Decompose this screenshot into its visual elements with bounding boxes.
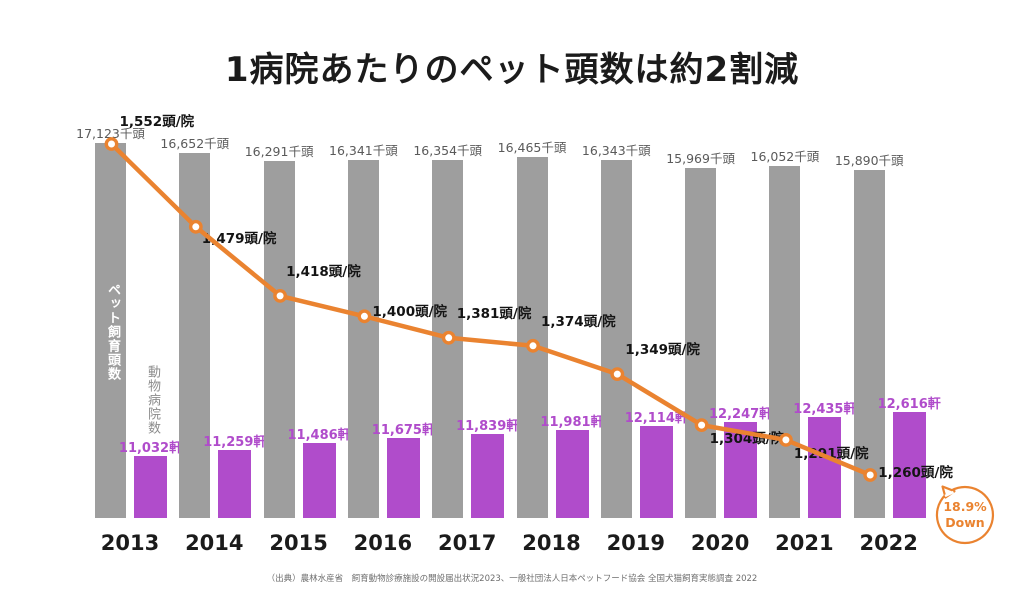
bar-label-pet-population-2020: 15,969千頭 (666, 151, 735, 166)
line-label-pets-per-clinic-2014: 1,479頭/院 (201, 230, 277, 247)
x-axis-tick-2013: 2013 (100, 531, 160, 555)
line-label-pets-per-clinic-2021: 1,291頭/院 (793, 445, 869, 462)
x-axis-tick-2020: 2020 (690, 531, 750, 555)
bar-label-clinic-count-2022: 12,616軒 (877, 397, 941, 412)
bar-label-pet-population-2017: 16,354千頭 (413, 143, 483, 158)
bar-label-pet-population-2021: 16,052千頭 (750, 149, 820, 164)
line-label-pets-per-clinic-2013: 1,552頭/院 (119, 114, 195, 130)
x-axis-tick-2019: 2019 (606, 531, 666, 555)
badge-caption: Down (945, 515, 985, 530)
bar-pet-population-2018 (516, 157, 548, 518)
x-axis-tick-2022: 2022 (859, 531, 918, 555)
bar-label-pet-population-2019: 16,343千頭 (581, 143, 651, 158)
bar-pet-population-2016 (347, 160, 379, 518)
bar-pet-population-2021 (769, 166, 801, 518)
bar-clinic-count-2022 (892, 412, 926, 518)
line-label-pets-per-clinic-2017: 1,381頭/院 (456, 305, 532, 322)
bar-label-pet-population-2015: 16,291千頭 (244, 144, 314, 159)
series-label-pet-population: ペット飼育頭数 (104, 283, 120, 381)
line-label-pets-per-clinic-2020: 1,304頭/院 (709, 431, 785, 448)
line-label-pets-per-clinic-2015: 1,418頭/院 (286, 263, 361, 280)
badge-text-group: 18.9% Down (931, 481, 999, 549)
bar-clinic-count-2021 (808, 417, 842, 518)
line-label-pets-per-clinic-2016: 1,400頭/院 (372, 304, 448, 321)
line-label-pets-per-clinic-2018: 1,374頭/院 (541, 313, 616, 330)
x-axis-tick-2017: 2017 (437, 531, 497, 555)
badge-value: 18.9% (943, 499, 987, 515)
x-axis-tick-2016: 2016 (353, 531, 413, 555)
x-axis-tick-2015: 2015 (269, 531, 328, 555)
bar-label-pet-population-2016: 16,341千頭 (329, 143, 398, 158)
source-note: （出典）農林水産省 飼育動物診療施設の開設届出状況2023、一般社団法人日本ペッ… (266, 574, 758, 584)
bar-label-pet-population-2022: 15,890千頭 (834, 153, 904, 168)
line-label-pets-per-clinic-2019: 1,349頭/院 (625, 342, 700, 359)
x-axis-tick-2021: 2021 (775, 531, 834, 555)
bar-label-pet-population-2014: 16,652千頭 (160, 136, 230, 151)
page-title: 1病院あたりのペット頭数は約2割減 (224, 50, 800, 90)
speech-bubble-icon (935, 485, 995, 545)
bar-pet-population-2014 (179, 153, 211, 518)
status-badge: 18.9% Down (931, 481, 999, 549)
line-label-pets-per-clinic-2022: 1,260頭/院 (878, 465, 953, 481)
x-axis-tick-2014: 2014 (185, 531, 244, 555)
series-label-clinic-count: 動物病院数 (144, 365, 160, 435)
bar-label-pet-population-2013: 17,123千頭 (76, 126, 145, 141)
bar-clinic-count-2015 (302, 443, 336, 518)
bar-clinic-count-2013 (134, 456, 167, 518)
bar-label-pet-population-2018: 16,465千頭 (497, 140, 567, 155)
x-axis-tick-2018: 2018 (522, 531, 581, 555)
bar-pet-population-2015 (263, 161, 295, 518)
bar-clinic-count-2019 (639, 426, 673, 518)
bar-pet-population-2017 (432, 160, 464, 518)
bar-clinic-count-2016 (386, 438, 420, 518)
bar-clinic-count-2014 (218, 450, 252, 518)
bar-clinic-count-2017 (471, 434, 505, 518)
bar-clinic-count-2018 (555, 430, 589, 518)
